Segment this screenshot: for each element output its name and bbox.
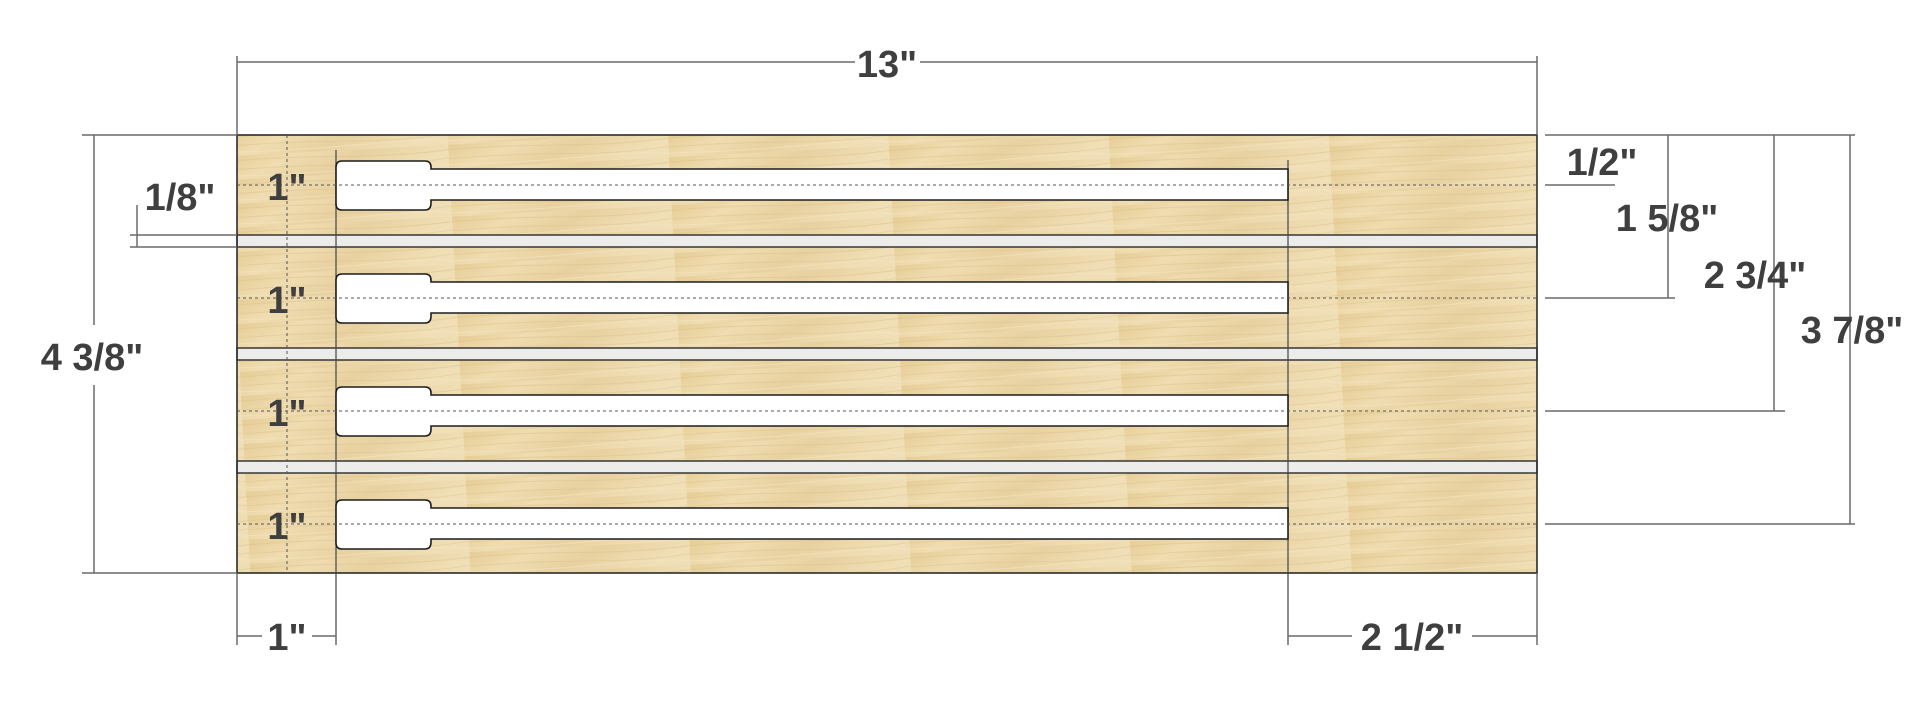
right-margin-dimension: 2 1/2" <box>1288 573 1538 659</box>
tag-4 <box>237 499 1537 550</box>
gap-2 <box>236 347 1538 361</box>
left-margin-dimension: 1" <box>236 573 336 659</box>
gap-1 <box>236 234 1538 248</box>
tag-shape <box>335 160 1289 211</box>
offset-label-2-3-4: 2 3/4" <box>1704 255 1807 297</box>
offset-label-1-5-8: 1 5/8" <box>1616 198 1719 240</box>
tag-shape <box>335 273 1289 324</box>
tag-1 <box>237 160 1537 211</box>
tag-height-label-4: 1" <box>267 506 306 548</box>
tag-3 <box>237 386 1537 437</box>
gap-3 <box>236 460 1538 474</box>
tag-cutouts <box>237 160 1537 550</box>
tag-height-labels: 1" 1" 1" 1" <box>267 167 306 548</box>
tag-height-label-3: 1" <box>267 393 306 435</box>
tag-shape <box>335 499 1289 550</box>
offset-label-3-7-8: 3 7/8" <box>1801 310 1904 352</box>
overall-height-label: 4 3/8" <box>41 337 144 379</box>
gap-dimension: 1/8" <box>130 177 237 248</box>
left-margin-label: 1" <box>267 617 306 659</box>
sheet-outline <box>236 134 1538 574</box>
tag-height-label-1: 1" <box>267 167 306 209</box>
tag-2 <box>237 273 1537 324</box>
overall-width-label: 13" <box>857 44 917 86</box>
gap-label: 1/8" <box>145 177 216 219</box>
overall-width-dimension: 13" <box>236 44 1538 135</box>
offset-dimensions: 1/2" 1 5/8" 2 3/4" 3 7/8" <box>1545 134 1904 525</box>
right-margin-label: 2 1/2" <box>1361 617 1464 659</box>
offset-label-half: 1/2" <box>1567 142 1638 184</box>
overall-height-dimension: 4 3/8" <box>41 134 237 574</box>
tag-shape <box>335 386 1289 437</box>
tag-height-label-2: 1" <box>267 280 306 322</box>
